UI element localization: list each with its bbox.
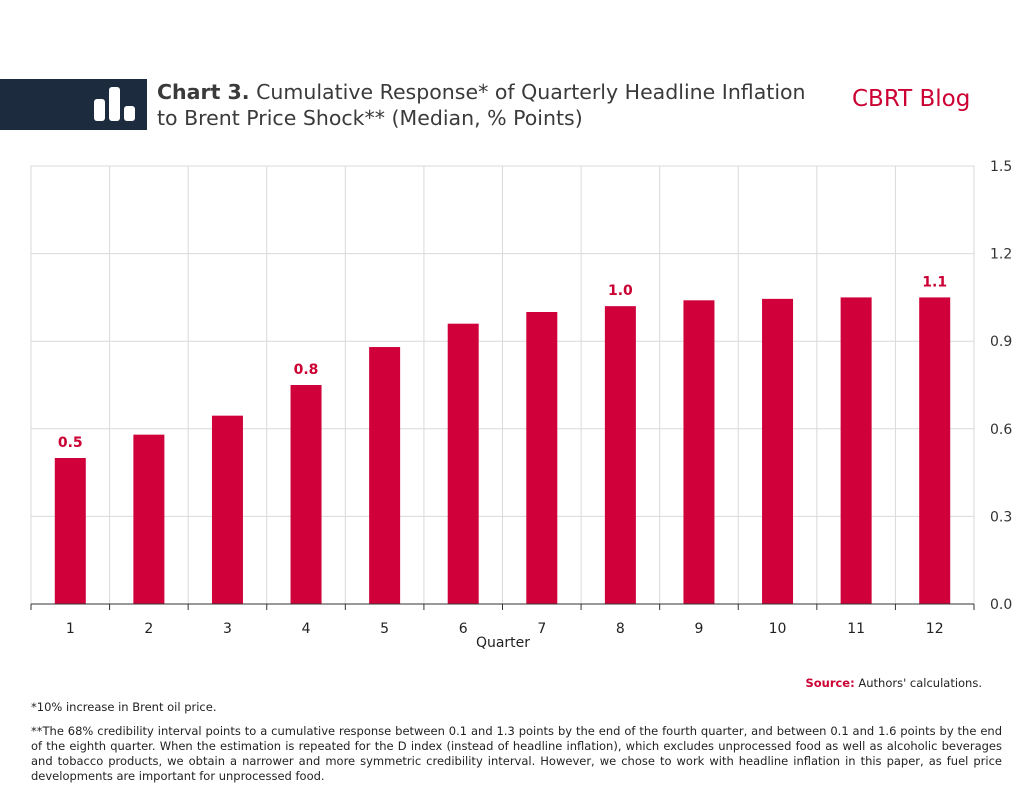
y-tick-label: 1.2 [990,247,1012,263]
source-label: Source: [805,676,855,690]
x-tick-label: 7 [537,621,546,637]
y-tick-label: 0.3 [990,509,1012,525]
title-line-1: Cumulative Response* of Quarterly Headli… [249,80,806,104]
x-tick-label: 4 [302,621,311,637]
x-tick-label: 10 [769,621,787,637]
bar-chart-icon [94,87,135,121]
x-tick-label: 3 [223,621,232,637]
bar [762,298,794,604]
y-tick-label: 0.9 [990,334,1012,350]
footnote-1: *10% increase in Brent oil price. [31,700,217,714]
x-axis-title: Quarter [476,635,530,650]
source-text: Authors' calculations. [854,676,982,690]
bar [290,385,322,604]
bar-chart: 0.00.30.60.91.21.50.51 2 30.84 5 6 71.08 9 10 11… [30,159,1012,650]
bar [211,415,243,604]
bar [447,323,479,604]
bar [526,312,558,604]
bar [840,297,872,604]
x-tick-label: 2 [144,621,153,637]
title-band [0,79,147,130]
chart-title: Chart 3. Cumulative Response* of Quarter… [157,79,817,131]
bar [604,306,636,604]
footnote-2: **The 68% credibility interval points to… [31,724,1002,783]
y-tick-label: 0.0 [990,597,1012,613]
data-label: 1.1 [922,274,947,290]
x-tick-label: 12 [926,621,944,637]
x-tick-label: 9 [694,621,703,637]
data-label: 1.0 [608,283,633,299]
x-tick-label: 1 [66,621,75,637]
data-label: 0.5 [58,435,83,451]
x-tick-label: 11 [847,621,865,637]
title-line-2: to Brent Price Shock** (Median, % Points… [157,106,583,130]
bar [369,347,401,604]
source-note: Source: Authors' calculations. [805,676,982,690]
brand-name: CBRT Blog [852,86,971,112]
y-tick-label: 1.5 [990,159,1012,175]
chart-number: Chart 3. [157,80,250,104]
data-label: 0.8 [294,362,319,378]
bar [919,297,951,604]
bar [683,300,715,604]
y-tick-label: 0.6 [990,422,1012,438]
x-tick-label: 5 [380,621,389,637]
x-tick-label: 6 [459,621,468,637]
bar [133,434,165,604]
x-tick-label: 8 [616,621,625,637]
bar [54,458,86,604]
